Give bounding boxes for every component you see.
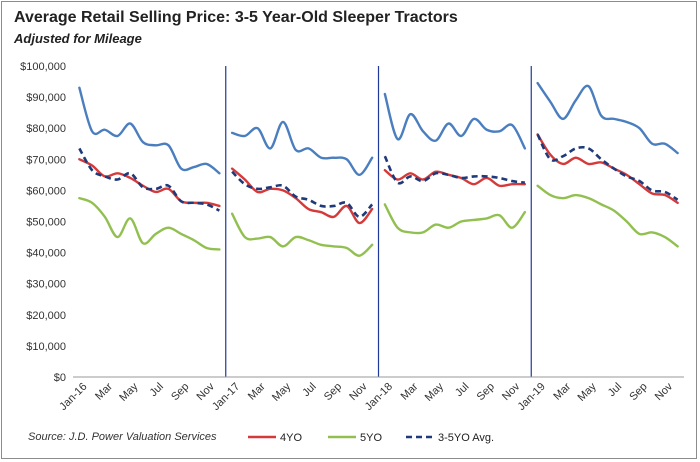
y-tick-label: $90,000 bbox=[26, 92, 66, 104]
x-tick-label: Mar bbox=[93, 380, 115, 402]
y-tick-label: $10,000 bbox=[26, 341, 66, 353]
x-tick-label: May bbox=[423, 380, 447, 404]
x-tick-label: Sep bbox=[475, 381, 497, 403]
series-lines bbox=[78, 81, 679, 257]
source-note: Source: J.D. Power Valuation Services bbox=[28, 431, 217, 443]
series-line-segment bbox=[536, 81, 679, 155]
series-line-segment bbox=[383, 155, 526, 185]
x-tick-label: May bbox=[117, 380, 141, 404]
x-tick-label: Jul bbox=[453, 381, 471, 399]
y-axis: $0 $10,000 $20,000 $30,000 $40,000 $50,000 $60… bbox=[20, 61, 66, 384]
y-tick-label: $70,000 bbox=[26, 154, 66, 166]
y-tick-label: $100,000 bbox=[20, 61, 66, 73]
chart-subtitle: Adjusted for Mileage bbox=[14, 31, 142, 46]
legend-label: 4YO bbox=[280, 432, 302, 444]
x-tick-label: Jan-16 bbox=[57, 381, 89, 413]
series-line-segment bbox=[536, 184, 679, 248]
chart-title: Average Retail Selling Price: 3-5 Year-O… bbox=[14, 9, 458, 26]
y-tick-label: $20,000 bbox=[26, 310, 66, 322]
x-tick-label: Mar bbox=[551, 380, 573, 402]
series-line-segment bbox=[78, 86, 221, 175]
legend-label: 3-5YO Avg. bbox=[438, 432, 494, 444]
y-tick-label: $30,000 bbox=[26, 279, 66, 291]
legend: 4YO 5YO 3-5YO Avg. bbox=[248, 432, 494, 444]
x-tick-label: Jan-17 bbox=[210, 381, 242, 413]
series-line-segment bbox=[78, 196, 221, 251]
series-line-segment bbox=[230, 167, 374, 225]
x-tick-label: May bbox=[270, 380, 294, 404]
x-tick-label: Sep bbox=[169, 381, 191, 403]
series-line-segment bbox=[230, 212, 374, 257]
y-tick-label: $40,000 bbox=[26, 248, 66, 260]
y-tick-label: $60,000 bbox=[26, 185, 66, 197]
x-tick-label: Jul bbox=[606, 381, 624, 399]
y-tick-label: $0 bbox=[54, 372, 66, 384]
y-tick-label: $80,000 bbox=[26, 123, 66, 135]
series-line-segment bbox=[230, 120, 374, 177]
y-tick-label: $50,000 bbox=[26, 217, 66, 229]
x-tick-label: Jan-19 bbox=[516, 381, 548, 413]
x-tick-label: Jan-18 bbox=[363, 381, 395, 413]
series-3yo bbox=[78, 81, 679, 177]
legend-label: 5YO bbox=[360, 432, 382, 444]
series-line-segment bbox=[231, 170, 374, 219]
series-line-segment bbox=[383, 92, 527, 150]
year-dividers bbox=[225, 66, 532, 377]
x-tick-label: Nov bbox=[653, 380, 676, 403]
series-line-segment bbox=[78, 147, 220, 212]
x-tick-label: Jul bbox=[148, 381, 166, 399]
x-tick-label: Mar bbox=[399, 380, 421, 402]
x-tick-label: Jul bbox=[300, 381, 318, 399]
x-tick-label: Mar bbox=[246, 380, 268, 402]
series-line-segment bbox=[536, 133, 679, 201]
series-line-segment bbox=[383, 203, 527, 235]
x-tick-label: Sep bbox=[322, 381, 344, 403]
series-5yo bbox=[78, 184, 679, 257]
x-tick-label: May bbox=[576, 380, 600, 404]
series-3-5yo-avg- bbox=[78, 133, 679, 219]
x-tick-label: Sep bbox=[627, 381, 649, 403]
